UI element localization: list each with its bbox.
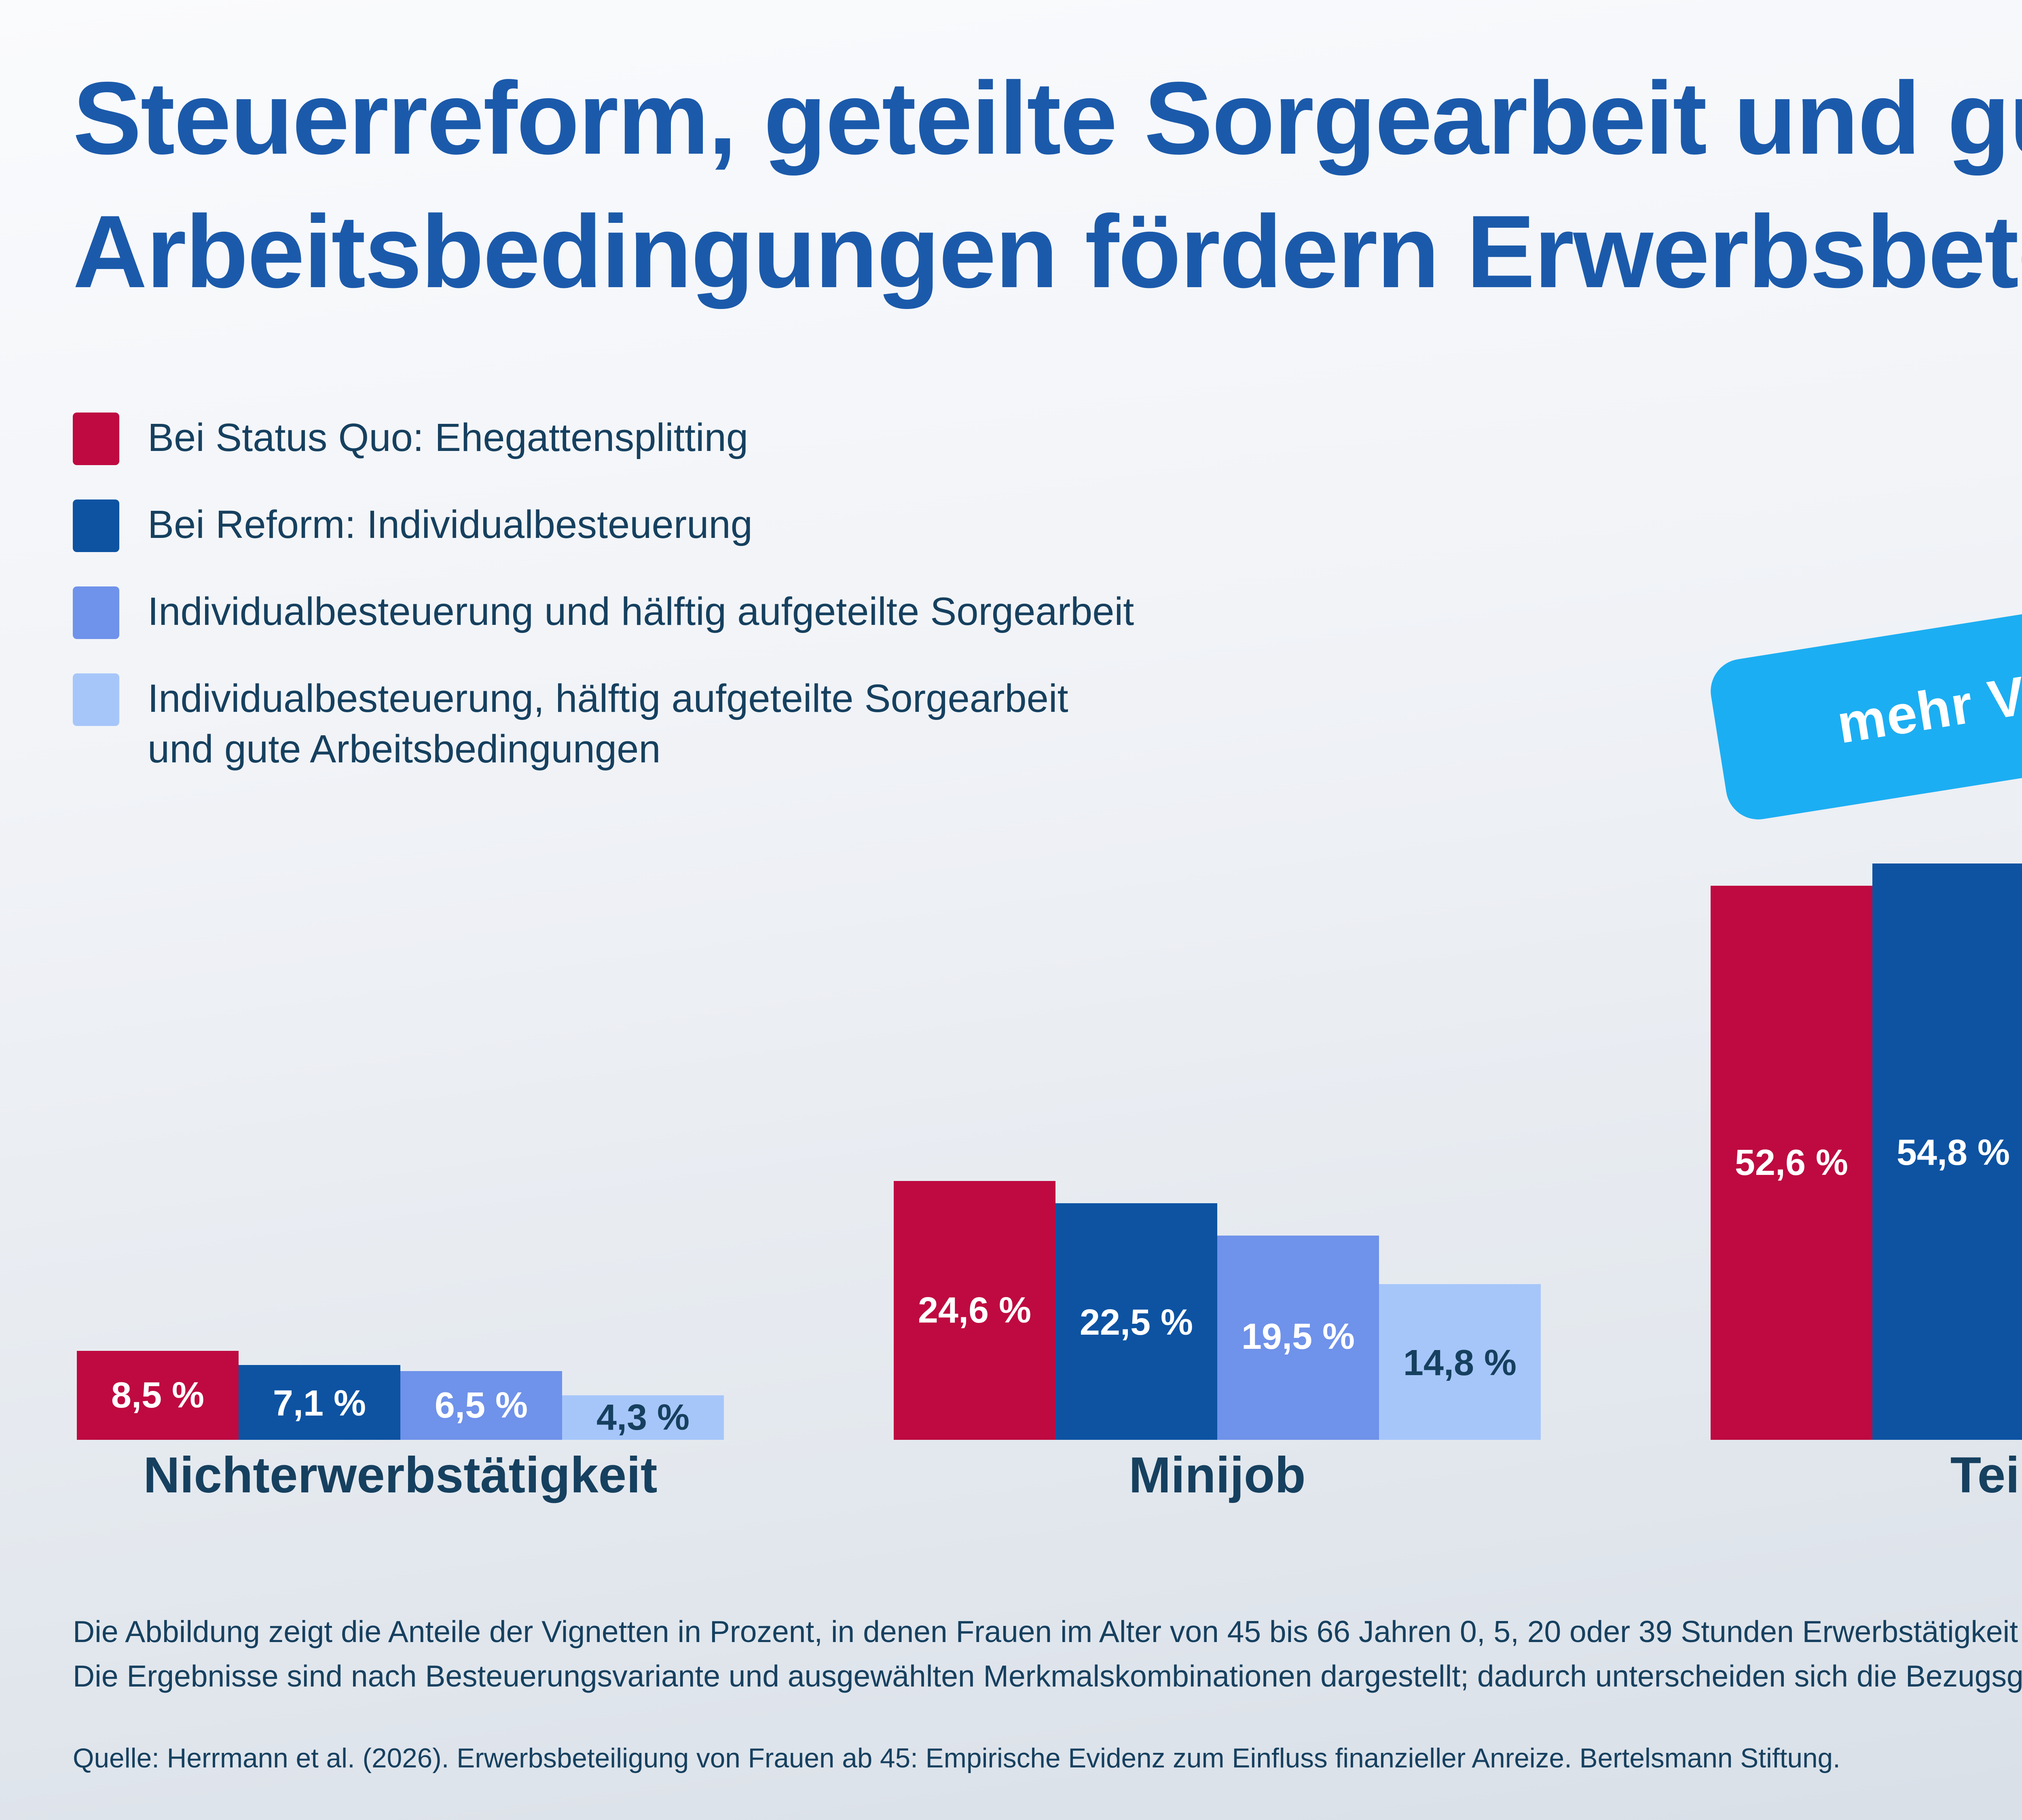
footnote-line-1: Die Abbildung zeigt die Anteile der Vign… <box>73 1616 2022 1650</box>
bar-Teilzeit-serie-2 <box>1872 863 2022 1440</box>
legend-swatch-4 <box>73 673 119 726</box>
legend: Bei Status Quo: Ehegattensplitting Bei Re… <box>73 413 1134 811</box>
legend-item-1: Bei Status Quo: Ehegattensplitting <box>73 413 1134 465</box>
bar-value-label: 7,1 % <box>273 1382 366 1423</box>
bar-Minijob-serie-1 <box>894 1181 1055 1440</box>
legend-swatch-3 <box>73 586 119 639</box>
legend-item-label: Bei Status Quo: Ehegattensplitting <box>148 417 749 461</box>
bar-Nichterwerbstätigkeit-serie-2 <box>239 1365 400 1440</box>
bar-value-label: 54,8 % <box>1896 1131 2010 1172</box>
footnote-line-2: Die Ergebnisse sind nach Besteuerungsvar… <box>73 1659 2022 1694</box>
legend-swatch-2 <box>73 499 119 552</box>
legend-swatch-1 <box>73 413 119 465</box>
bar-value-label: 22,5 % <box>1079 1301 1193 1342</box>
bar-value-label: 4,3 % <box>596 1397 690 1438</box>
bar-value-label: 6,5 % <box>434 1385 528 1426</box>
category-label-Minijob: Minijob <box>1129 1448 1306 1505</box>
category-label-Teilzeit: Teilzeit <box>1950 1448 2022 1505</box>
bar-Teilzeit-serie-1 <box>1711 887 1872 1440</box>
legend-item-label: Bei Reform: Individualbesteuerung <box>148 504 753 548</box>
bar-Minijob-serie-2 <box>1055 1203 1217 1440</box>
legend-item-label: Individualbesteuerung, hälftig aufgeteil… <box>148 677 1068 772</box>
source-line: Quelle: Herrmann et al. (2026). Erwerbsb… <box>73 1743 1840 1773</box>
bar-value-label: 19,5 % <box>1241 1317 1355 1358</box>
legend-item-4: Individualbesteuerung, hälftig aufgeteil… <box>73 673 1134 777</box>
footnote: Die Abbildung zeigt die Anteile der Vign… <box>73 1612 2022 1699</box>
page-title-line-2: Arbeitsbedingungen fördern Erwerbsbeteil… <box>73 194 2022 309</box>
bar-Minijob-serie-3 <box>1217 1234 1379 1440</box>
page-title: Steuerreform, geteilte Sorgearbeit und g… <box>73 53 2022 320</box>
bar-Nichterwerbstätigkeit-serie-3 <box>400 1371 562 1440</box>
category-label-Nichterwerbstätigkeit: Nichterwerbstätigkeit <box>143 1448 658 1505</box>
page-title-line-1: Steuerreform, geteilte Sorgearbeit und g… <box>73 61 2022 176</box>
bar-Nichterwerbstätigkeit-serie-1 <box>77 1350 239 1440</box>
legend-item-label: Individualbesteuerung und hälftig aufget… <box>148 590 1134 635</box>
bar-value-label: 24,6 % <box>918 1290 1032 1331</box>
legend-item-3: Individualbesteuerung und hälftig aufget… <box>73 586 1134 639</box>
bar-Minijob-serie-4 <box>1379 1284 1541 1440</box>
bar-Nichterwerbstätigkeit-serie-4 <box>562 1395 724 1440</box>
bar-value-label: 52,6 % <box>1734 1143 1849 1184</box>
bar-value-label: 8,5 % <box>111 1375 205 1416</box>
legend-item-2: Bei Reform: Individualbesteuerung <box>73 499 1134 552</box>
bar-value-label: 14,8 % <box>1403 1342 1517 1382</box>
